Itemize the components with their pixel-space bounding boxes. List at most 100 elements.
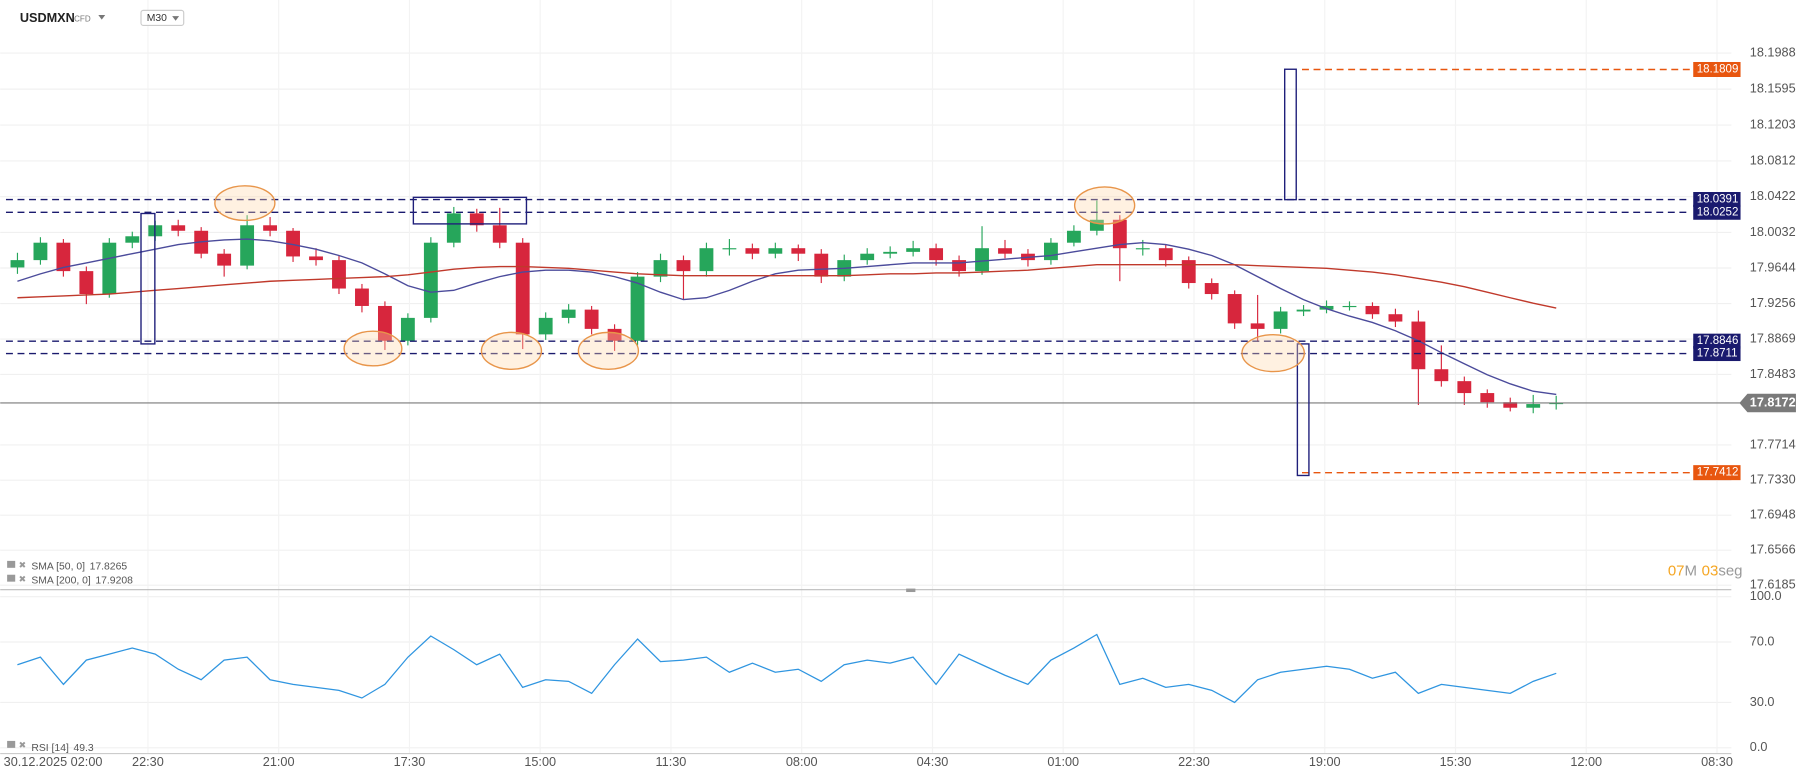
candle-body bbox=[791, 248, 806, 254]
highlight-ellipse bbox=[343, 330, 403, 367]
indicator-line bbox=[17, 238, 1557, 396]
candle-body bbox=[1227, 294, 1242, 324]
candle-body bbox=[607, 328, 622, 341]
current-price-box bbox=[1739, 393, 1796, 413]
legend-close[interactable]: ✖ bbox=[19, 560, 27, 570]
x-tick-label: 04:30 bbox=[917, 755, 949, 769]
candle-body bbox=[1319, 305, 1334, 310]
x-tick-label: 15:00 bbox=[524, 755, 556, 769]
candle-body bbox=[1434, 369, 1449, 382]
candle-body bbox=[309, 256, 323, 261]
legend-close[interactable]: ✖ bbox=[19, 574, 27, 584]
candle-body bbox=[814, 253, 829, 277]
x-tick-label: 15:30 bbox=[1440, 755, 1472, 769]
x-tick-label: 17:30 bbox=[394, 755, 426, 769]
legend-name: SMA [200, 0] bbox=[31, 575, 91, 586]
level-label-box bbox=[1693, 465, 1741, 481]
candle-body bbox=[1365, 305, 1380, 315]
highlight-ellipse bbox=[1241, 333, 1306, 373]
candle-body bbox=[492, 225, 507, 243]
y-tick-label: 17.8869 bbox=[1750, 331, 1796, 345]
timer-minutes-unit: M bbox=[1685, 562, 1698, 579]
candle-body bbox=[653, 260, 668, 277]
timeframe-dropdown[interactable] bbox=[172, 16, 180, 21]
bar-timer: 07M 03seg bbox=[1668, 562, 1743, 579]
instrument-type: CFD bbox=[74, 15, 91, 24]
rsi-legend: ✖ RSI [14] 49.3 bbox=[7, 740, 94, 754]
candle-body bbox=[1135, 248, 1150, 250]
candle-body bbox=[975, 248, 989, 272]
y-tick-label: 17.7714 bbox=[1750, 437, 1796, 451]
candle-body bbox=[538, 317, 553, 335]
legend-entry: RSI [14] 49.3 bbox=[31, 743, 94, 754]
candle-body bbox=[699, 248, 714, 272]
candle-body bbox=[332, 260, 346, 289]
candle-body bbox=[745, 248, 760, 254]
candle-body bbox=[1158, 248, 1173, 261]
timeframe-selector[interactable] bbox=[140, 9, 185, 26]
x-tick-label: 22:30 bbox=[132, 755, 164, 769]
legend-value: 49.3 bbox=[73, 743, 93, 754]
candle-body bbox=[400, 317, 415, 341]
candle-body bbox=[1342, 305, 1357, 308]
y-tick-label: 0.0 bbox=[1750, 740, 1768, 754]
candle-body bbox=[722, 248, 737, 250]
legend-close[interactable]: ✖ bbox=[19, 740, 27, 750]
level-label: 17.8711 bbox=[1697, 348, 1738, 360]
y-tick-label: 70.0 bbox=[1750, 634, 1775, 648]
x-tick-label: 01:00 bbox=[1047, 755, 1079, 769]
y-tick-label: 17.8483 bbox=[1750, 367, 1796, 381]
legend-value: 17.9208 bbox=[95, 575, 133, 586]
y-tick-label: 17.6948 bbox=[1750, 508, 1796, 522]
candle-body bbox=[240, 225, 255, 266]
indicator-line bbox=[17, 633, 1557, 704]
plot-area: 18.1988 18.1595 18.1203 18.0812 18.0422 18.00… bbox=[0, 45, 1796, 769]
candle-body bbox=[125, 236, 140, 243]
y-tick-label: 17.6566 bbox=[1750, 543, 1796, 557]
candle-body bbox=[1044, 242, 1058, 261]
legend-icon[interactable] bbox=[7, 740, 16, 748]
annotations bbox=[140, 68, 1310, 477]
y-tick-label: 18.0422 bbox=[1750, 189, 1796, 203]
candle-body bbox=[217, 253, 232, 266]
candle-body bbox=[561, 309, 576, 318]
candle-body bbox=[515, 242, 530, 335]
y-tick-label: 18.0812 bbox=[1750, 153, 1796, 167]
candle-body bbox=[102, 242, 117, 295]
candle-body bbox=[171, 225, 186, 231]
range-box bbox=[1283, 68, 1297, 201]
candle-body bbox=[952, 260, 966, 272]
level-label: 18.0252 bbox=[1697, 206, 1739, 218]
y-tick-label: 30.0 bbox=[1750, 695, 1775, 709]
legend-icon[interactable] bbox=[7, 560, 16, 568]
x-tick-label: 21:00 bbox=[263, 755, 295, 769]
candle-body bbox=[1480, 393, 1495, 403]
y-tick-label: 100.0 bbox=[1750, 589, 1782, 603]
highlight-ellipse bbox=[214, 185, 276, 222]
x-tick-label: 19:00 bbox=[1309, 755, 1341, 769]
highlight-ellipse bbox=[480, 331, 543, 370]
candle-body bbox=[355, 288, 369, 306]
candle-body bbox=[584, 309, 599, 329]
candle-body bbox=[1204, 283, 1219, 295]
panel-resize-handle[interactable] bbox=[906, 588, 916, 593]
y-tick-label: 18.1203 bbox=[1750, 117, 1796, 131]
legend-name: RSI [14] bbox=[31, 743, 69, 754]
x-tick-label: 11:30 bbox=[656, 755, 687, 769]
candle-body bbox=[286, 230, 300, 257]
legend-icon[interactable] bbox=[7, 574, 16, 582]
level-label-box bbox=[1693, 192, 1741, 208]
level-label: 18.1809 bbox=[1697, 64, 1739, 76]
x-tick-label: 08:00 bbox=[786, 755, 818, 769]
candle-body bbox=[1066, 230, 1081, 243]
level-label-box bbox=[1693, 204, 1741, 220]
symbol-dropdown[interactable] bbox=[98, 15, 106, 20]
candle-body bbox=[860, 253, 875, 261]
candle-body bbox=[1112, 219, 1127, 249]
symbol: USDMXN bbox=[20, 11, 75, 25]
candle-body bbox=[1503, 402, 1518, 408]
candle-body bbox=[1457, 381, 1472, 394]
candle-body bbox=[469, 213, 484, 226]
